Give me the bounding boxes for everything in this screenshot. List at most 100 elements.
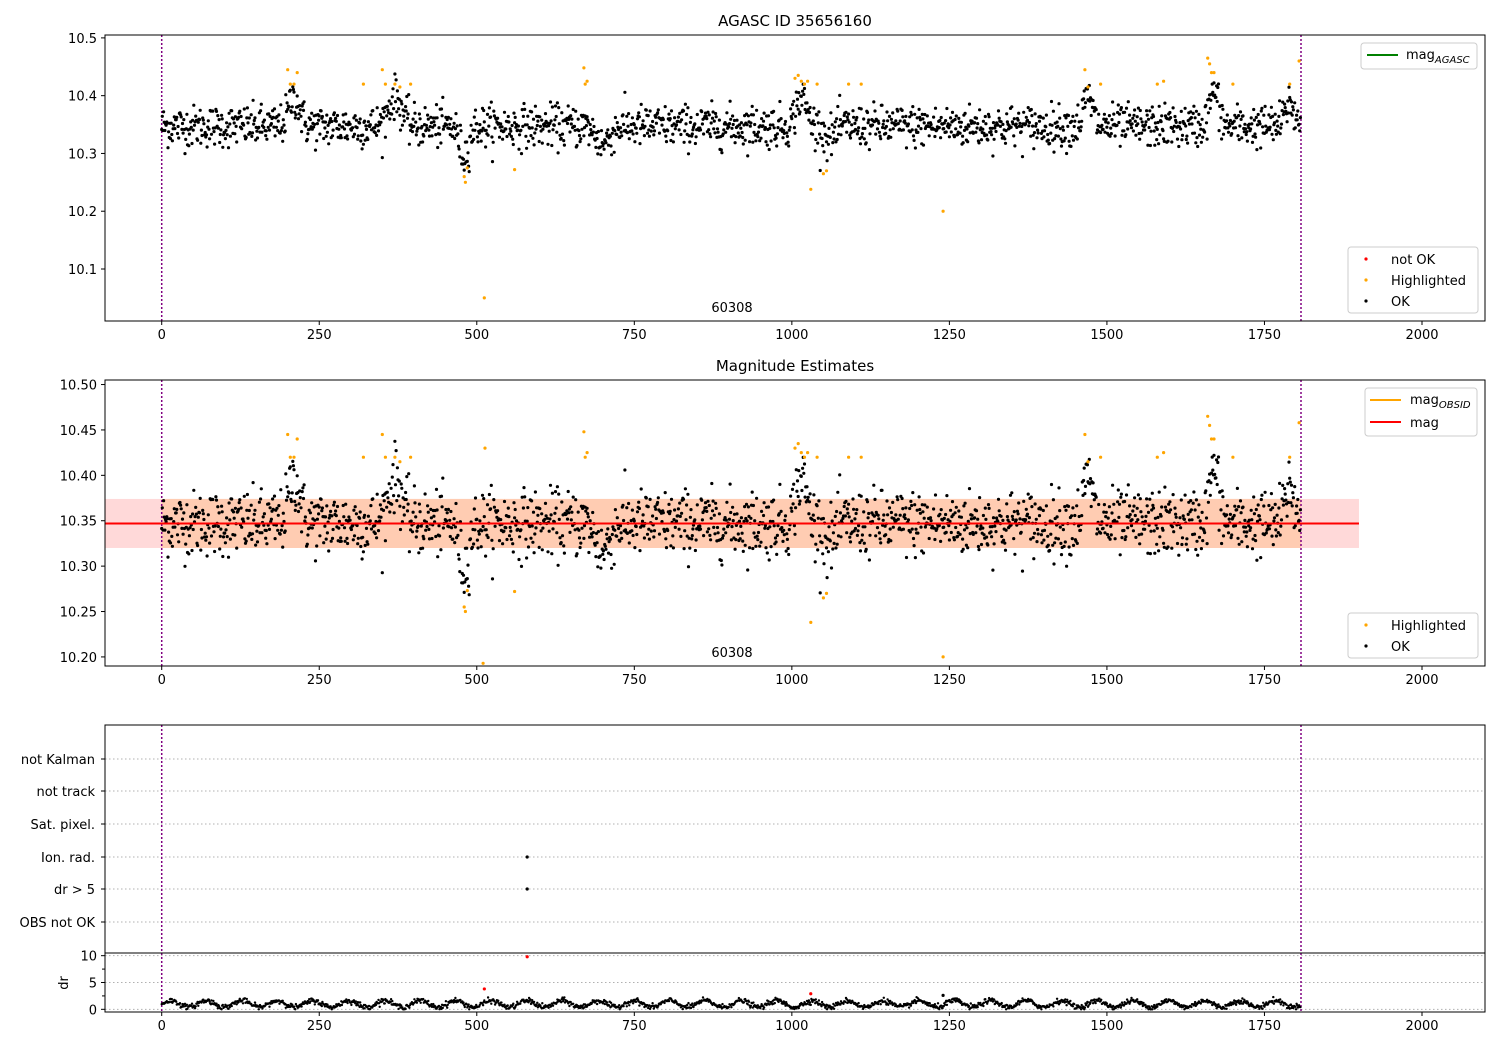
ok-point bbox=[808, 105, 812, 110]
highlighted-point bbox=[380, 432, 384, 437]
ok-point bbox=[942, 121, 946, 125]
ok-point bbox=[1170, 525, 1175, 529]
ok-point bbox=[1196, 515, 1200, 519]
ok-point bbox=[853, 517, 857, 521]
ok-point bbox=[1208, 493, 1212, 497]
ok-point bbox=[668, 117, 672, 121]
ok-point bbox=[1249, 508, 1253, 512]
ok-point bbox=[548, 517, 552, 521]
ok-point bbox=[656, 496, 660, 500]
dr-point bbox=[475, 1003, 478, 1007]
ok-point bbox=[835, 542, 839, 546]
ok-point bbox=[717, 118, 722, 122]
ok-point bbox=[414, 515, 418, 519]
ok-point bbox=[1253, 132, 1257, 136]
ok-point bbox=[454, 112, 458, 116]
ok-point bbox=[693, 518, 697, 522]
ok-point bbox=[281, 511, 285, 515]
ok-point bbox=[204, 535, 209, 539]
ok-point bbox=[496, 116, 500, 120]
ok-point bbox=[824, 140, 829, 144]
ok-point bbox=[1071, 506, 1075, 510]
ok-point bbox=[428, 125, 432, 129]
ok-point bbox=[976, 122, 980, 126]
ok-point bbox=[239, 114, 243, 119]
ok-point bbox=[324, 537, 328, 541]
ok-point bbox=[1042, 528, 1047, 533]
ok-point bbox=[531, 117, 536, 121]
ok-point bbox=[496, 509, 500, 513]
highlighted-point bbox=[292, 82, 296, 86]
ok-point bbox=[1286, 500, 1290, 505]
ok-point bbox=[1003, 541, 1007, 545]
ok-point bbox=[927, 134, 931, 138]
ok-point bbox=[189, 125, 193, 129]
ok-point bbox=[742, 519, 746, 524]
ok-point bbox=[685, 503, 689, 507]
ok-point bbox=[780, 526, 784, 530]
ok-point bbox=[933, 493, 938, 497]
ok-point bbox=[821, 121, 826, 125]
ok-point bbox=[1186, 141, 1190, 145]
ok-point bbox=[996, 497, 1001, 501]
ok-point bbox=[1013, 552, 1017, 556]
legend-label-highlighted: Highlighted bbox=[1391, 619, 1466, 634]
ok-point bbox=[273, 537, 277, 541]
ok-point bbox=[964, 543, 969, 547]
ok-point bbox=[558, 133, 562, 137]
ok-point bbox=[313, 518, 317, 522]
ok-point bbox=[165, 121, 169, 125]
ok-point bbox=[1211, 468, 1215, 472]
ok-point bbox=[1157, 104, 1161, 108]
ok-point bbox=[1283, 106, 1287, 110]
ok-point bbox=[413, 501, 417, 505]
ok-point bbox=[1001, 122, 1005, 126]
ok-point bbox=[1128, 513, 1132, 517]
ok-point bbox=[522, 486, 526, 490]
ok-point bbox=[162, 499, 166, 503]
ok-point bbox=[932, 526, 936, 530]
ok-point bbox=[953, 117, 957, 122]
ok-point bbox=[1046, 132, 1050, 137]
ok-point bbox=[602, 557, 606, 562]
ok-point bbox=[556, 563, 560, 567]
highlighted-point bbox=[1099, 82, 1103, 86]
ok-point bbox=[415, 529, 419, 533]
ok-point bbox=[1128, 504, 1132, 508]
ok-point bbox=[768, 525, 772, 529]
ok-point bbox=[375, 106, 379, 110]
ok-point bbox=[562, 139, 566, 143]
ok-point bbox=[1037, 514, 1042, 518]
ok-point bbox=[736, 532, 740, 536]
ok-point bbox=[582, 536, 586, 541]
ok-point bbox=[1157, 142, 1161, 146]
ok-point bbox=[297, 112, 301, 116]
ok-point bbox=[588, 519, 592, 523]
ok-point bbox=[536, 119, 540, 123]
ok-point bbox=[1247, 122, 1251, 126]
ok-point bbox=[1258, 518, 1262, 522]
ok-point bbox=[1290, 113, 1294, 117]
ok-point bbox=[378, 123, 382, 127]
ok-point bbox=[1052, 562, 1056, 566]
ok-point bbox=[749, 516, 753, 520]
ok-point bbox=[1103, 531, 1107, 535]
dr-point bbox=[606, 1001, 609, 1004]
ok-point bbox=[453, 136, 457, 141]
ok-point bbox=[355, 523, 359, 528]
ok-point bbox=[574, 109, 578, 113]
dr-point bbox=[807, 999, 811, 1002]
ok-point bbox=[801, 466, 805, 470]
ok-point bbox=[1227, 121, 1231, 126]
ok-point bbox=[291, 85, 295, 89]
ok-point bbox=[771, 123, 775, 127]
ok-point bbox=[1022, 110, 1026, 114]
dr-point bbox=[467, 1003, 470, 1006]
ok-point bbox=[621, 113, 625, 117]
ok-point bbox=[242, 123, 246, 127]
y-tick-label: 10.20 bbox=[60, 651, 97, 666]
dr-point bbox=[667, 999, 671, 1003]
ok-point bbox=[956, 534, 960, 539]
ok-point bbox=[264, 134, 268, 138]
ok-point bbox=[999, 514, 1003, 518]
